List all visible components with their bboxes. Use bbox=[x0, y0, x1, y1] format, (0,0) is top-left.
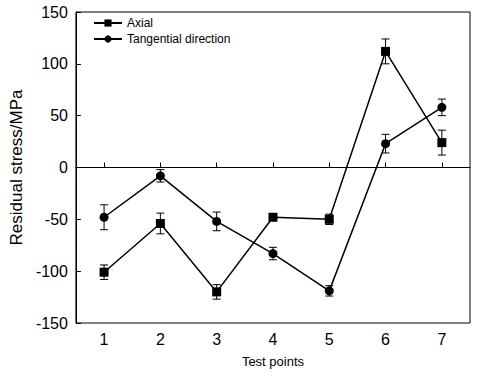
svg-text:6: 6 bbox=[381, 331, 390, 348]
svg-text:-50: -50 bbox=[45, 211, 68, 228]
svg-text:-100: -100 bbox=[36, 263, 68, 280]
svg-text:150: 150 bbox=[41, 4, 68, 21]
svg-text:100: 100 bbox=[41, 55, 68, 72]
svg-text:Test points: Test points bbox=[242, 354, 305, 369]
svg-text:-150: -150 bbox=[36, 315, 68, 332]
svg-text:1: 1 bbox=[100, 331, 109, 348]
svg-text:Residual stress/MPa: Residual stress/MPa bbox=[7, 89, 26, 245]
svg-text:50: 50 bbox=[50, 107, 68, 124]
svg-text:5: 5 bbox=[325, 331, 334, 348]
svg-text:7: 7 bbox=[437, 331, 446, 348]
svg-text:0: 0 bbox=[59, 159, 68, 176]
svg-text:Axial: Axial bbox=[127, 16, 153, 30]
svg-text:3: 3 bbox=[212, 331, 221, 348]
svg-text:Tangential direction: Tangential direction bbox=[127, 32, 230, 46]
svg-text:2: 2 bbox=[156, 331, 165, 348]
svg-text:4: 4 bbox=[269, 331, 278, 348]
